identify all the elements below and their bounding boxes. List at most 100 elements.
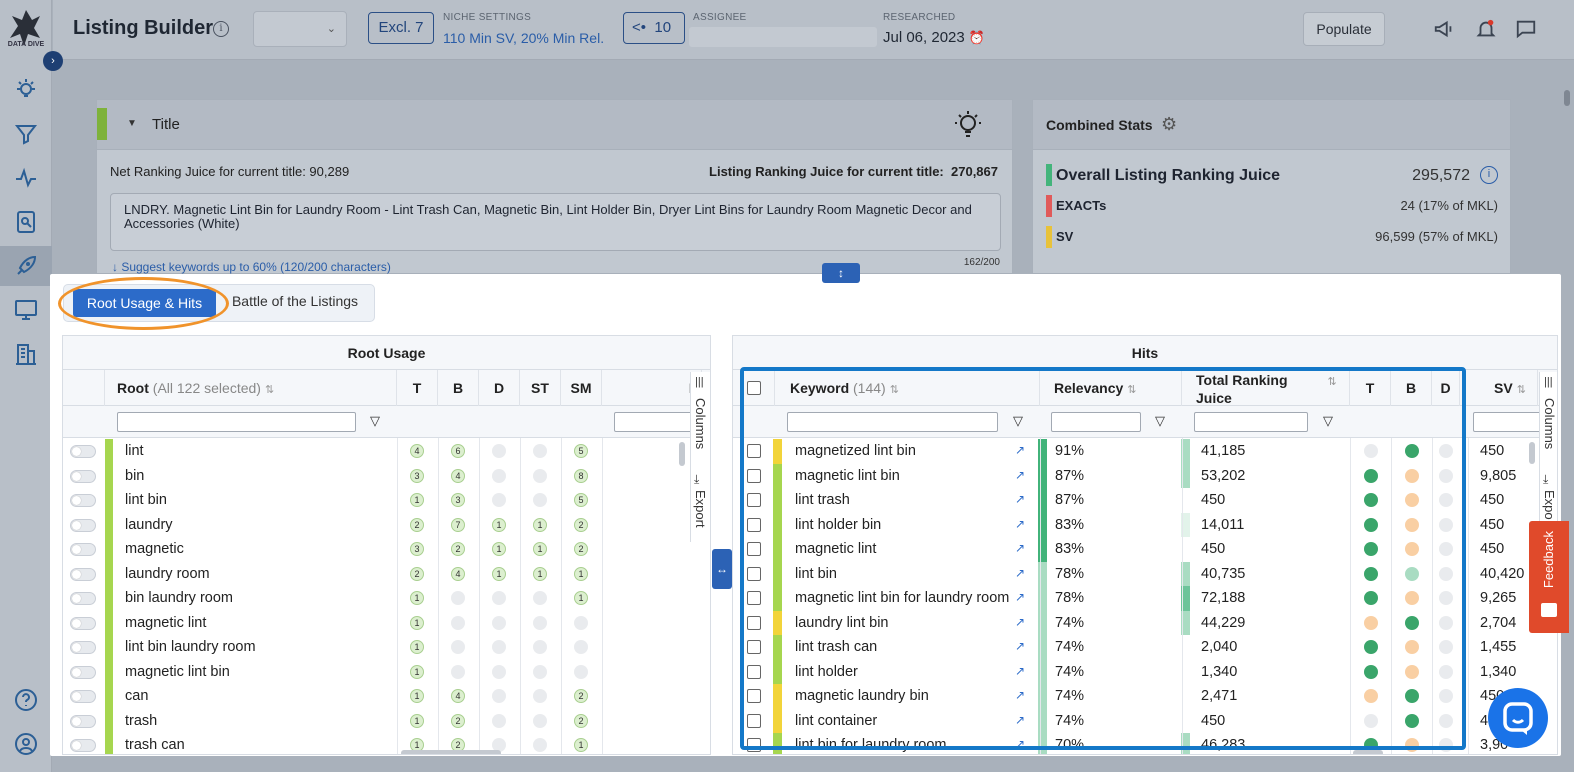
root-toggle[interactable] (70, 641, 96, 654)
sort-icon[interactable]: ⇅ (264, 384, 275, 396)
column-header-b-extra[interactable]: B (602, 370, 702, 406)
chat-icon[interactable] (1515, 18, 1537, 40)
column-header-t[interactable]: T (397, 370, 438, 406)
root-usage-hscroll[interactable] (401, 750, 501, 754)
root-toggle[interactable] (70, 445, 96, 458)
gear-icon[interactable]: ⚙ (1161, 114, 1178, 134)
table-row[interactable]: magnetized lint bin ↗ 91% 41,185 450 (733, 439, 1557, 464)
row-checkbox[interactable] (747, 542, 761, 556)
info-icon[interactable]: i (1480, 166, 1498, 184)
sort-icon[interactable]: ⇅ (1516, 384, 1526, 396)
external-link-icon[interactable]: ↗ (1015, 467, 1026, 482)
keyword-column-header[interactable]: Keyword (144) ⇅ (775, 370, 1040, 406)
external-link-icon[interactable]: ↗ (1015, 443, 1026, 457)
row-checkbox[interactable] (747, 713, 761, 728)
sv-filter-input[interactable] (1473, 412, 1543, 432)
filter-icon[interactable]: ▽ (370, 413, 380, 428)
page-scrollbar[interactable] (1564, 90, 1570, 106)
table-row[interactable]: lint 4 6 5 (63, 439, 710, 464)
panel-resize-handle[interactable]: ↕ (822, 263, 860, 283)
table-row[interactable]: can 1 4 2 (63, 684, 710, 709)
row-checkbox[interactable] (747, 468, 761, 483)
info-icon[interactable]: i (213, 21, 229, 37)
table-row[interactable]: bin laundry room 1 1 (63, 586, 710, 611)
column-header-d[interactable]: D (1432, 370, 1460, 406)
user-profile-icon[interactable] (14, 732, 38, 756)
activity-icon[interactable] (14, 166, 38, 190)
sort-icon[interactable]: ⇅ (1127, 384, 1137, 396)
root-toggle[interactable] (70, 543, 96, 556)
sort-icon[interactable]: ⇅ (889, 384, 899, 396)
external-link-icon[interactable]: ↗ (1015, 639, 1026, 653)
collapse-triangle-icon[interactable]: ▼ (127, 118, 137, 129)
row-checkbox[interactable] (747, 615, 761, 630)
tab-root-usage-hits[interactable]: Root Usage & Hits (73, 289, 216, 317)
row-checkbox[interactable] (747, 493, 761, 507)
column-header-d[interactable]: D (479, 370, 520, 406)
external-link-icon[interactable]: ↗ (1015, 737, 1026, 751)
row-checkbox[interactable] (747, 517, 761, 532)
column-header-b[interactable]: B (1391, 370, 1432, 406)
building-icon[interactable] (14, 342, 38, 366)
excluded-button[interactable]: Excl. 7 (368, 12, 434, 44)
table-row[interactable]: trash can 1 2 1 (63, 733, 710, 754)
niche-settings-link[interactable]: 110 Min SV, 20% Min Rel. (443, 30, 605, 46)
table-row[interactable]: magnetic lint bin for laundry room ↗ 78% 72… (733, 586, 1557, 611)
suggest-keywords-link[interactable]: ↓ Suggest keywords up to 60% (120/200 ch… (112, 260, 391, 274)
hits-hscroll[interactable] (1353, 750, 1383, 754)
external-link-icon[interactable]: ↗ (1015, 590, 1026, 604)
table-row[interactable]: magnetic laundry bin ↗ 74% 2,471 450 (733, 684, 1557, 709)
root-filter-input[interactable] (117, 412, 356, 432)
root-toggle[interactable] (70, 494, 96, 507)
feedback-button[interactable]: Feedback (1529, 521, 1569, 633)
root-toggle[interactable] (70, 665, 96, 679)
table-row[interactable]: lint trash can ↗ 74% 2,040 1,455 (733, 635, 1557, 660)
root-toggle[interactable] (70, 714, 96, 728)
search-document-icon[interactable] (14, 210, 38, 234)
sv-column-header[interactable]: SV ⇅ (1468, 370, 1538, 406)
share-button[interactable]: <• 10 (623, 12, 685, 44)
bell-icon[interactable] (1475, 18, 1497, 40)
hits-columns-tab[interactable]: ||| Columns ⤓ Expo (1539, 372, 1557, 532)
table-row[interactable]: lint bin laundry room 1 (63, 635, 710, 660)
row-checkbox[interactable] (747, 444, 761, 458)
total-ranking-juice-column-header[interactable]: Total Ranking ⇅ Juice (1182, 370, 1350, 406)
external-link-icon[interactable]: ↗ (1015, 712, 1026, 727)
table-row[interactable]: magnetic lint bin 1 (63, 659, 710, 684)
root-toggle[interactable] (70, 518, 96, 532)
table-row[interactable]: magnetic lint ↗ 83% 450 450 (733, 537, 1557, 562)
external-link-icon[interactable]: ↗ (1015, 516, 1026, 531)
keyword-filter-input[interactable] (787, 412, 998, 432)
filter-icon[interactable] (14, 122, 38, 146)
table-row[interactable]: lint bin 1 3 5 (63, 488, 710, 513)
select-all-checkbox[interactable] (747, 381, 761, 395)
row-checkbox[interactable] (747, 664, 761, 679)
tab-battle-of-the-listings[interactable]: Battle of the Listings (231, 293, 359, 309)
column-header-st[interactable]: ST (520, 370, 561, 406)
table-row[interactable]: laundry room 2 4 1 1 1 (63, 561, 710, 586)
sort-icon[interactable]: ⇅ (1327, 376, 1337, 388)
rocket-icon[interactable] (14, 254, 38, 278)
table-row[interactable]: magnetic lint 1 (63, 610, 710, 635)
title-section-header[interactable]: ▼ Title (97, 100, 1012, 150)
column-header-t[interactable]: T (1350, 370, 1391, 406)
lightbulb-icon[interactable] (954, 110, 982, 140)
table-row[interactable]: lint holder bin ↗ 83% 14,011 450 (733, 512, 1557, 537)
external-link-icon[interactable]: ↗ (1015, 541, 1026, 555)
table-row[interactable]: lint bin ↗ 78% 40,735 40,420 (733, 561, 1557, 586)
row-checkbox[interactable] (747, 591, 761, 605)
root-toggle[interactable] (70, 567, 96, 581)
table-row[interactable]: trash 1 2 2 (63, 708, 710, 733)
lightbulb-icon[interactable] (14, 78, 38, 102)
support-chat-button[interactable] (1488, 688, 1548, 748)
hits-vscroll[interactable] (1529, 442, 1535, 464)
filter-icon[interactable]: ▽ (1155, 413, 1165, 428)
root-toggle[interactable] (70, 592, 96, 605)
monitor-icon[interactable] (14, 298, 38, 322)
megaphone-icon[interactable] (1433, 18, 1455, 40)
filter-icon[interactable]: ▽ (1013, 413, 1023, 428)
external-link-icon[interactable]: ↗ (1015, 492, 1026, 506)
table-row[interactable]: laundry lint bin ↗ 74% 44,229 2,704 (733, 610, 1557, 635)
help-icon[interactable] (14, 688, 38, 712)
